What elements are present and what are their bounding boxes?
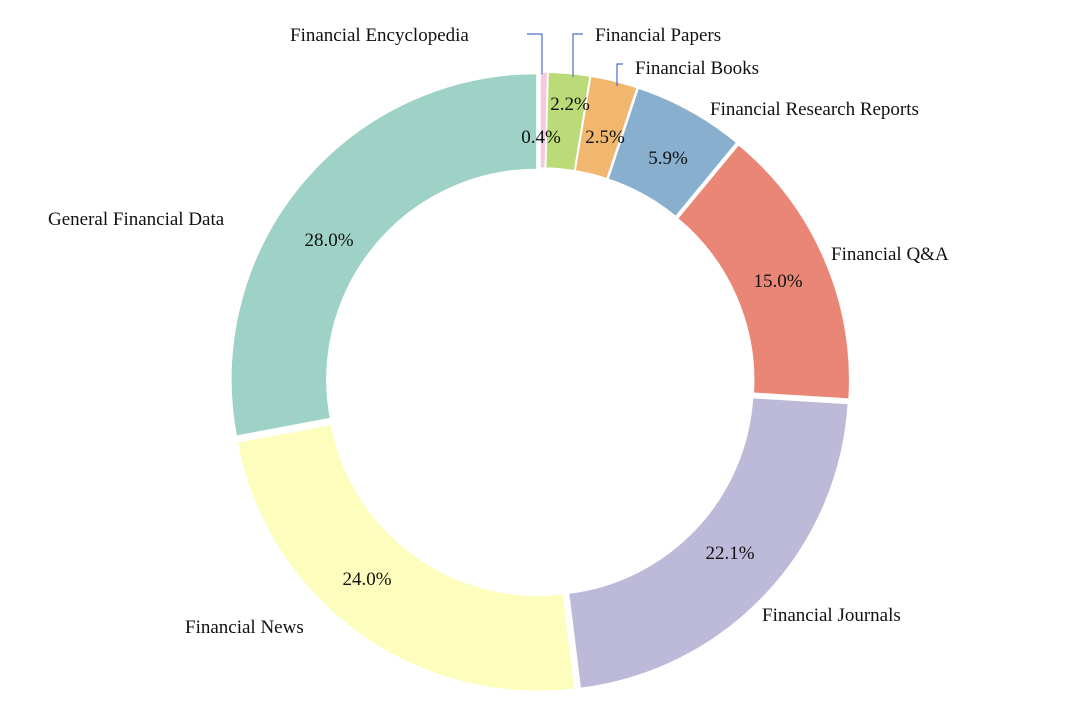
category-label-financial-journals: Financial Journals [762, 605, 901, 626]
category-label-financial-research-reports: Financial Research Reports [710, 99, 919, 120]
category-label-financial-books: Financial Books [635, 58, 759, 79]
percent-label-financial-news: 24.0% [342, 569, 391, 590]
slice-financial-research-reports [607, 87, 738, 218]
category-label-general-financial-data: General Financial Data [48, 209, 225, 230]
percent-label-financial-journals: 22.1% [705, 543, 754, 564]
slice-financial-books [574, 75, 639, 180]
percent-label-financial-encyclopedia: 0.4% [521, 127, 561, 148]
percent-label-financial-papers: 2.2% [550, 94, 590, 115]
leader-line-financial-papers [572, 33, 583, 77]
category-label-financial-papers: Financial Papers [595, 25, 721, 46]
percent-label-general-financial-data: 28.0% [304, 230, 353, 251]
percent-label-financial-books: 2.5% [585, 127, 625, 148]
leader-line-financial-encyclopedia [527, 33, 543, 74]
slice-general-financial-data [230, 72, 538, 438]
donut-slices [230, 71, 851, 692]
percentage-labels: 0.4% 2.2% 2.5% 5.9% 15.0% 22.1% 24.0% 28.0% [304, 94, 802, 590]
category-label-financial-news: Financial News [185, 617, 304, 638]
category-label-financial-encyclopedia: Financial Encyclopedia [290, 25, 469, 46]
category-labels: Financial Encyclopedia Financial Papers Fi… [48, 25, 949, 638]
percent-label-financial-qanda: 15.0% [753, 271, 802, 292]
percent-label-financial-research-reports: 5.9% [648, 148, 688, 169]
leader-lines [527, 33, 623, 86]
slice-financial-journals [567, 396, 850, 690]
category-label-financial-qanda: Financial Q&A [831, 244, 949, 265]
leader-line-financial-books [616, 63, 623, 86]
slice-financial-qanda [676, 143, 851, 400]
slice-financial-news [236, 423, 576, 692]
